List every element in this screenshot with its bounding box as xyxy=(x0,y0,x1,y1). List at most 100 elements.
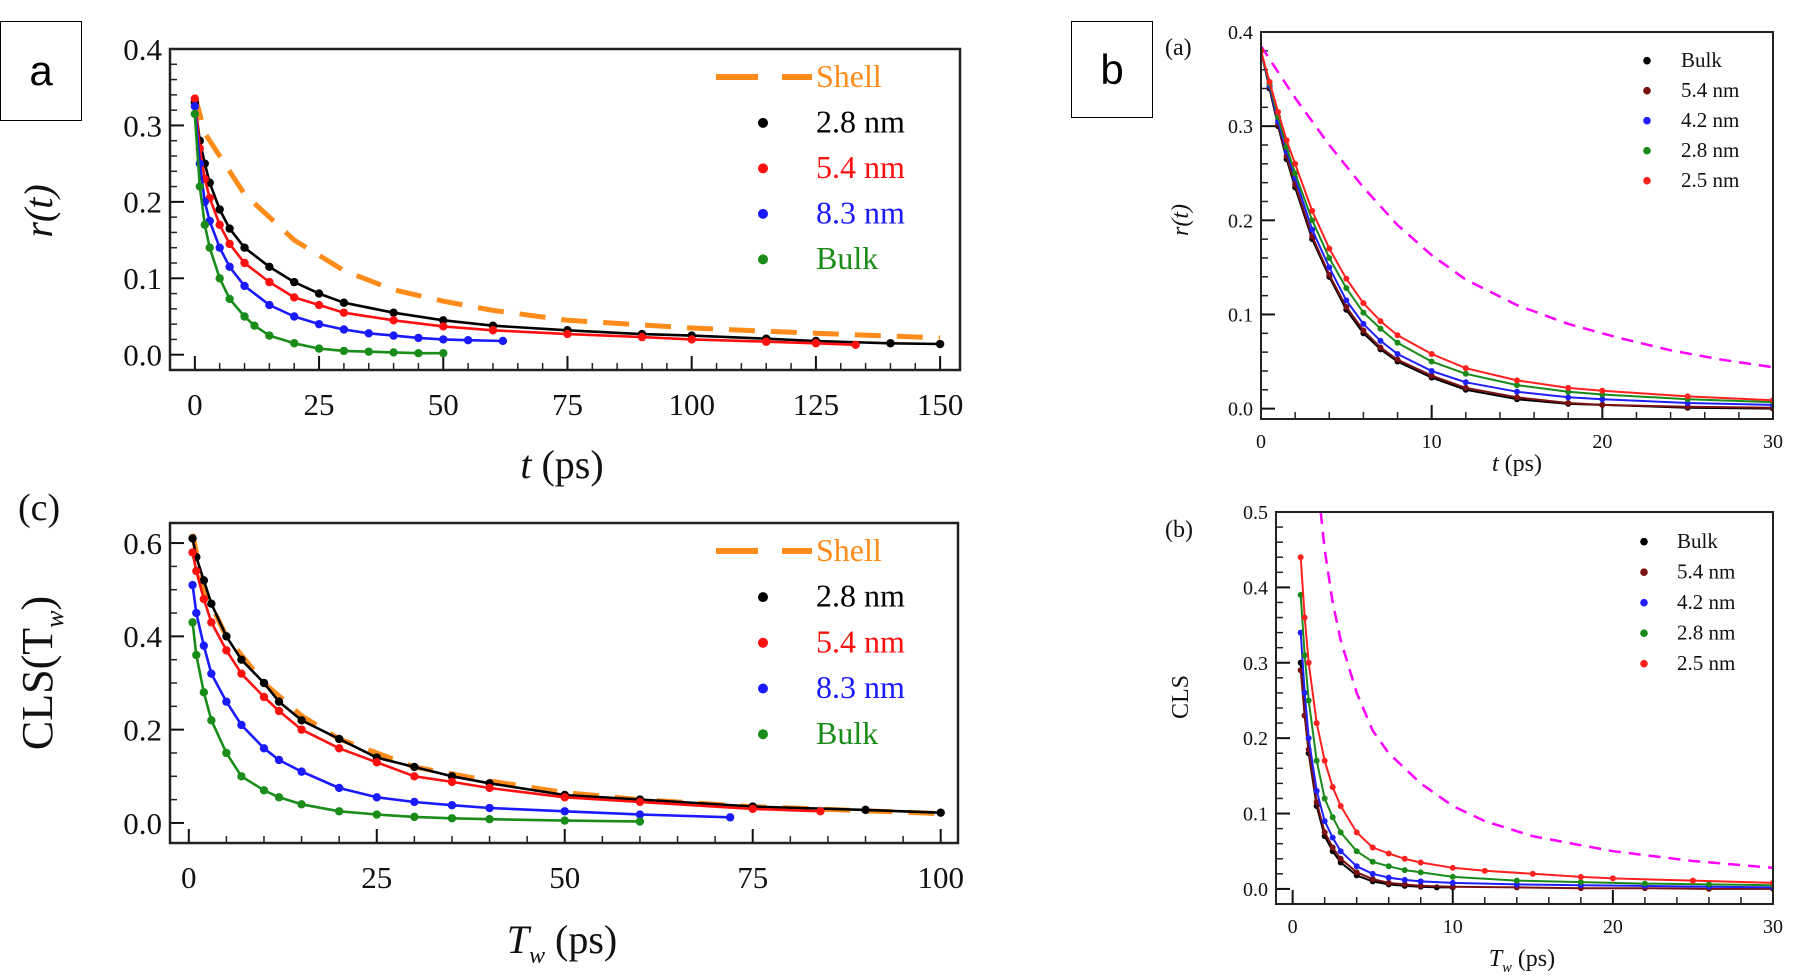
data-point xyxy=(339,346,349,356)
data-point xyxy=(1514,382,1520,389)
data-point xyxy=(1343,297,1350,304)
fit-line xyxy=(193,98,856,347)
data-point xyxy=(635,797,645,807)
data-point xyxy=(225,239,234,249)
y-axis-label: r(t) xyxy=(16,184,61,237)
series-5.4-nm xyxy=(190,94,860,349)
data-point xyxy=(1313,799,1320,806)
data-point xyxy=(1326,254,1333,261)
data-point xyxy=(259,678,269,688)
subpanel-label: (b) xyxy=(1165,517,1193,543)
data-point xyxy=(1305,697,1312,704)
chart-c: 0 25 50 75 100 0.0 0.2 0.4 0.6 Shell 2.8 nm 5.4 nm 8… xyxy=(13,487,964,969)
fit-line xyxy=(1299,632,1773,889)
data-point xyxy=(334,744,344,753)
data-point xyxy=(1449,864,1456,871)
series-reference xyxy=(1261,45,1773,369)
y-tick-label: 0.2 xyxy=(1243,728,1268,750)
legend-marker xyxy=(1640,659,1648,668)
legend-item: 5.4 nm xyxy=(1640,560,1735,584)
data-point xyxy=(1385,879,1392,886)
legend-item: 2.8 nm xyxy=(1640,621,1735,645)
data-point xyxy=(265,262,274,272)
data-point xyxy=(1684,393,1691,400)
y-tick-label: 0.0 xyxy=(123,806,162,841)
y-axis-label-main: CLS(T xyxy=(13,628,62,750)
x-tick-label: 0 xyxy=(1288,916,1298,938)
data-point xyxy=(222,646,231,655)
x-tick-label: 75 xyxy=(737,860,768,895)
data-point xyxy=(560,807,569,816)
panel-label-a-text: a xyxy=(29,47,53,94)
data-point xyxy=(364,347,373,356)
x-tick-label: 30 xyxy=(1763,431,1783,453)
data-point xyxy=(1401,881,1408,888)
data-point xyxy=(274,793,284,802)
y-tick-label: 0.1 xyxy=(1228,304,1253,326)
x-tick-label: 50 xyxy=(549,860,580,895)
data-point xyxy=(414,348,423,358)
data-point xyxy=(563,329,572,339)
data-point xyxy=(1513,877,1520,884)
data-point xyxy=(1385,863,1392,870)
y-axis-label: r(t) xyxy=(1168,204,1194,236)
data-point xyxy=(1377,337,1384,344)
series-2.5-nm xyxy=(1261,47,1773,404)
data-point xyxy=(637,332,647,342)
data-point xyxy=(1321,795,1328,802)
data-point xyxy=(410,772,419,781)
series-5.4-nm xyxy=(188,548,825,816)
data-point xyxy=(1385,850,1392,857)
data-point xyxy=(372,758,381,767)
data-point xyxy=(389,308,398,317)
data-point xyxy=(314,344,324,353)
data-point xyxy=(935,339,945,349)
data-point xyxy=(1309,217,1316,224)
legend-item: Bulk xyxy=(1643,48,1722,72)
data-point xyxy=(389,316,398,325)
data-point xyxy=(1305,735,1312,742)
fit-line xyxy=(1299,662,1453,889)
data-point xyxy=(1326,264,1333,271)
legend-marker xyxy=(758,729,768,740)
data-point xyxy=(199,594,209,604)
y-axis-label: CLS xyxy=(1168,675,1194,719)
data-point xyxy=(297,767,306,776)
legend-item: 5.4 nm xyxy=(758,623,905,659)
data-point xyxy=(1428,358,1435,365)
data-point xyxy=(290,293,299,302)
legend-label: Bulk xyxy=(816,240,878,276)
y-axis-label-rest: ) xyxy=(13,596,62,611)
legend-item: 8.3 nm xyxy=(758,195,905,231)
data-point xyxy=(265,277,274,287)
x-axis-label-main: t xyxy=(520,442,532,487)
legend: Bulk 5.4 nm 4.2 nm 2.8 nm 2.5 nm xyxy=(1643,48,1739,192)
data-point xyxy=(1343,303,1350,310)
data-point xyxy=(1360,300,1367,307)
y-tick-label: 0.1 xyxy=(123,261,162,296)
legend-label: Bulk xyxy=(816,715,878,751)
legend-label: 2.8 nm xyxy=(1681,138,1739,162)
fit-line xyxy=(1261,50,1773,402)
legend-marker xyxy=(758,683,768,694)
data-point xyxy=(1321,829,1328,836)
data-point xyxy=(447,814,457,823)
data-point xyxy=(240,243,249,252)
data-point xyxy=(1321,757,1328,764)
data-point xyxy=(1329,844,1336,851)
legend-label: Shell xyxy=(816,58,882,94)
legend-item: 2.8 nm xyxy=(1643,138,1739,162)
data-point xyxy=(560,816,569,825)
data-point xyxy=(190,94,200,103)
data-point xyxy=(1462,379,1469,386)
data-point xyxy=(1360,327,1367,334)
data-point xyxy=(1385,874,1392,881)
data-point xyxy=(1353,848,1360,855)
y-axis-label-main: r(t) xyxy=(16,184,61,237)
data-point xyxy=(410,762,419,772)
data-point xyxy=(372,793,381,802)
data-point xyxy=(192,566,201,576)
data-point xyxy=(225,262,234,272)
data-point xyxy=(1301,614,1308,621)
